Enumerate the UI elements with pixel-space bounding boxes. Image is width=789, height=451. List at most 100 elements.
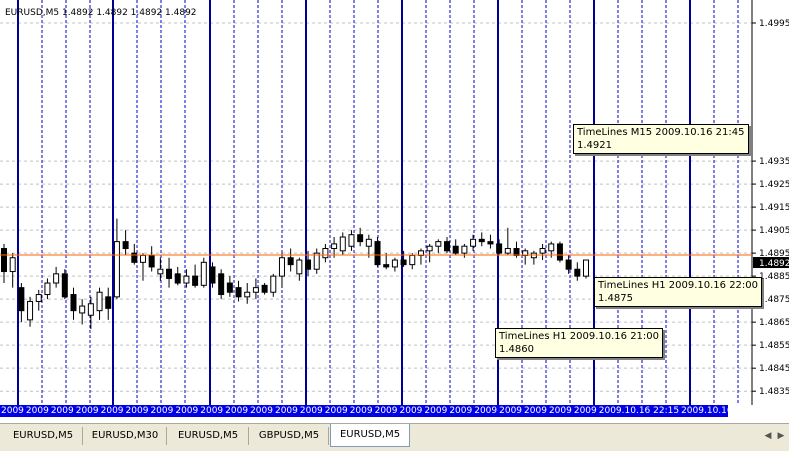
candle-body	[470, 238, 477, 247]
candle-body	[18, 287, 25, 312]
candle-body	[278, 257, 285, 277]
candle[interactable]	[87, 296, 94, 330]
candle-body	[478, 238, 485, 243]
candle[interactable]	[556, 241, 563, 263]
candle-body	[444, 241, 451, 252]
time-axis-label: 2009	[548, 406, 572, 416]
candle[interactable]	[61, 269, 68, 300]
candle[interactable]	[105, 287, 112, 320]
price-tick-label: 1.4875	[759, 295, 789, 305]
current-price-label: 1.4892	[759, 259, 789, 269]
candle[interactable]	[96, 287, 103, 320]
candle[interactable]	[252, 278, 259, 300]
time-axis-label: 2009	[50, 406, 74, 416]
chart-canvas[interactable]: 1.4892 1.4995 1.4935 1.4925 1.4915 1.4905 1.4…	[0, 0, 789, 405]
chart-area[interactable]: 1.4892 1.4995 1.4935 1.4925 1.4915 1.4905 1.4…	[0, 0, 789, 405]
tab-eurusd-m5-1[interactable]: EURUSD,M5	[4, 427, 83, 445]
candle-body	[96, 291, 103, 312]
candle[interactable]	[539, 243, 546, 261]
candle[interactable]	[391, 257, 398, 272]
candle-body	[79, 305, 86, 314]
candle-body	[435, 241, 442, 247]
arrow-left-icon[interactable]: ◀	[764, 431, 772, 441]
candle-body	[452, 245, 459, 254]
candle[interactable]	[278, 253, 285, 288]
candle[interactable]	[470, 234, 477, 251]
candle[interactable]	[296, 257, 303, 281]
time-axis-label: 2009	[250, 406, 273, 416]
candle[interactable]	[218, 269, 225, 300]
candle[interactable]	[131, 243, 138, 265]
candle-body	[513, 248, 520, 256]
candle[interactable]	[374, 237, 381, 267]
candle[interactable]	[270, 273, 277, 297]
candle[interactable]	[322, 243, 329, 263]
candle[interactable]	[339, 232, 346, 256]
time-axis-label: 2009	[100, 406, 124, 416]
candle[interactable]	[313, 248, 320, 274]
candle[interactable]	[53, 266, 60, 288]
tooltip-line: TimeLines M15 2009.10.16 21:45	[577, 127, 745, 138]
candle[interactable]	[426, 243, 433, 263]
tab-eurusd-m30[interactable]: EURUSD,M30	[84, 427, 167, 445]
candle-body	[391, 259, 398, 268]
candle[interactable]	[261, 283, 268, 295]
tab-gbpusd-m5[interactable]: GBPUSD,M5	[250, 427, 329, 445]
candle[interactable]	[174, 266, 181, 286]
tab-eurusd-m5-active[interactable]: EURUSD,M5	[330, 424, 410, 447]
candle[interactable]	[122, 230, 129, 256]
candle[interactable]	[9, 253, 16, 288]
candle[interactable]	[27, 296, 34, 327]
candle[interactable]	[18, 283, 25, 323]
candle[interactable]	[287, 248, 294, 272]
candle-body	[105, 296, 112, 309]
candle[interactable]	[35, 289, 42, 311]
price-tick-label: 1.4895	[759, 249, 789, 259]
candle[interactable]	[226, 276, 233, 297]
candle[interactable]	[70, 287, 77, 320]
candle[interactable]	[1, 243, 7, 284]
candle[interactable]	[565, 255, 572, 274]
tab-eurusd-m5-2[interactable]: EURUSD,M5	[168, 427, 249, 445]
candle-body	[226, 282, 233, 293]
candle[interactable]	[44, 278, 51, 300]
candle[interactable]	[496, 239, 503, 256]
time-axis-label: 2009	[175, 406, 199, 416]
candle-body	[166, 268, 173, 279]
candle[interactable]	[504, 227, 511, 256]
candle[interactable]	[444, 237, 451, 254]
candle[interactable]	[79, 299, 86, 325]
candle[interactable]	[452, 239, 459, 256]
candle[interactable]	[200, 257, 207, 288]
candle[interactable]	[583, 259, 589, 279]
candle[interactable]	[235, 280, 242, 302]
candle[interactable]	[166, 257, 173, 288]
candle[interactable]	[157, 257, 164, 281]
tooltip-line: TimeLines H1 2009.10.16 22:00	[598, 280, 759, 291]
candle[interactable]	[487, 234, 494, 249]
candle[interactable]	[574, 262, 581, 281]
candle[interactable]	[365, 234, 372, 258]
candle-body	[313, 252, 320, 270]
candle[interactable]	[209, 262, 216, 288]
candle[interactable]	[348, 230, 355, 251]
time-axis-label: 2009	[75, 406, 99, 416]
candle[interactable]	[331, 237, 338, 258]
candle[interactable]	[244, 283, 251, 304]
candle-body	[574, 268, 581, 277]
price-tick-label: 1.4905	[759, 226, 789, 236]
candle[interactable]	[400, 250, 407, 267]
candle[interactable]	[192, 264, 199, 288]
time-axis-label: 2009	[299, 406, 323, 416]
candle[interactable]	[357, 227, 364, 247]
candle[interactable]	[113, 218, 120, 300]
candle-body	[252, 287, 259, 293]
time-axis-label: 2009	[225, 406, 249, 416]
price-tick-label: 1.4935	[759, 157, 789, 167]
candle[interactable]	[183, 269, 190, 288]
candle[interactable]	[435, 239, 442, 254]
candle[interactable]	[478, 232, 485, 247]
arrow-right-icon[interactable]: ▶	[777, 431, 785, 441]
candle-body	[261, 284, 268, 293]
candle[interactable]	[383, 253, 390, 270]
